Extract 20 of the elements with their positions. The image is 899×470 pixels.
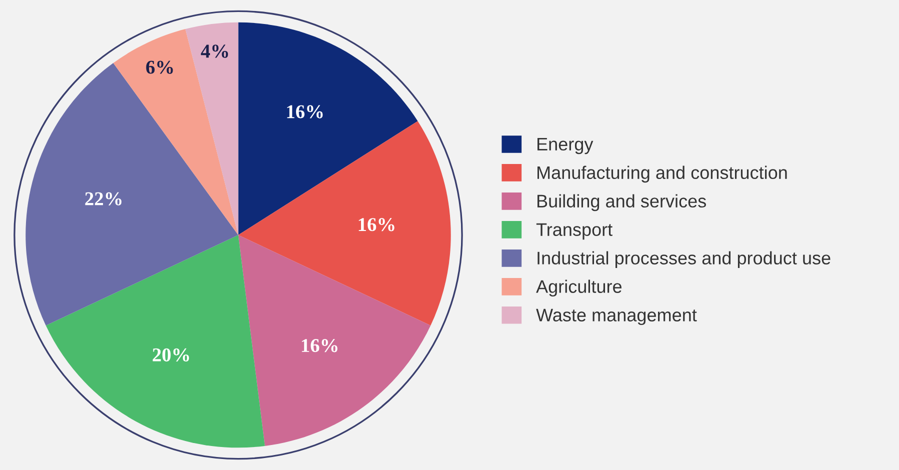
pie-slice <box>238 121 451 326</box>
data-label: 22% <box>85 192 122 206</box>
data-label: 6% <box>146 60 173 74</box>
legend-label: Waste management <box>536 308 697 326</box>
pie-slice <box>238 235 431 446</box>
legend-label: Building and services <box>537 194 706 212</box>
pie-slice <box>238 22 418 235</box>
data-label: 16% <box>287 105 323 118</box>
legend-label: Agriculture <box>536 280 622 297</box>
legend-label: Manufacturing and construction <box>537 166 787 183</box>
data-label: 16% <box>302 339 338 352</box>
data-label: 16% <box>358 218 394 232</box>
legend-label: Energy <box>537 138 594 154</box>
data-label: 20% <box>152 348 190 362</box>
data-label: 4% <box>200 44 228 58</box>
legend-label: Transport <box>536 223 612 240</box>
pie-slice <box>185 22 238 235</box>
pie-slice <box>46 235 265 448</box>
legend-label: Industrial processes and product use <box>538 251 830 268</box>
pie-slice <box>26 62 238 326</box>
